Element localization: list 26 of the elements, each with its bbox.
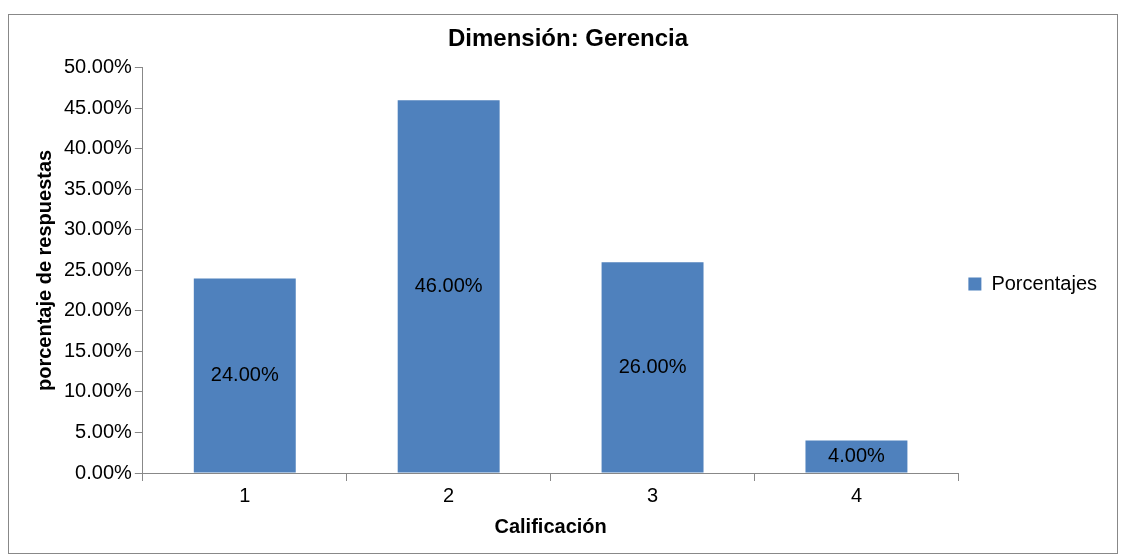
x-tick-label: 1 [239,483,251,506]
data-label: 4.00% [828,444,886,467]
y-tick-label: 45.00% [63,95,133,118]
legend-label: Porcentajes [991,271,1098,294]
bar [601,262,704,473]
data-label: 46.00% [414,273,483,296]
y-tick-label: 40.00% [63,136,133,159]
y-tick-label: 10.00% [63,379,133,402]
y-tick-label: 0.00% [75,460,133,483]
y-tick-label: 20.00% [63,298,133,321]
x-tick-label: 4 [850,483,862,506]
y-tick-label: 5.00% [75,420,133,442]
y-tick-label: 25.00% [63,257,133,280]
x-axis-title: Calificación [494,514,607,537]
chart-title: Dimensión: Gerencia [447,24,689,52]
data-label: 26.00% [618,354,687,377]
data-label: 24.00% [210,363,279,386]
y-tick-label: 15.00% [63,338,133,361]
y-tick-label: 30.00% [63,217,133,240]
bar [397,100,500,473]
y-tick-label: 50.00% [63,55,133,78]
x-tick-label: 2 [443,483,455,506]
y-axis-title: porcentaje de respuestas [32,149,55,392]
bar [193,278,296,473]
y-tick-label: 35.00% [63,176,133,199]
x-tick-label: 3 [646,483,659,506]
